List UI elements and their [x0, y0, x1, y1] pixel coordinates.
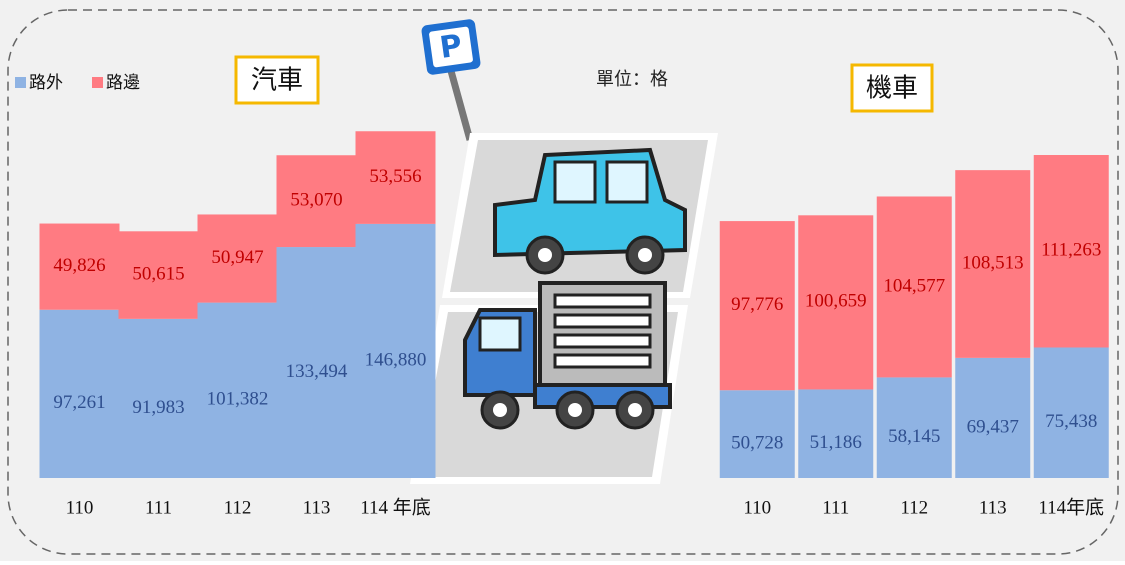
value-label: 53,070 — [290, 190, 342, 211]
value-label: 50,728 — [731, 432, 783, 453]
x-tick-label: 111 — [145, 497, 172, 518]
unit-label: 單位：格 — [596, 69, 668, 90]
value-label: 108,513 — [962, 252, 1024, 273]
value-label: 97,261 — [53, 392, 105, 413]
x-tick-label: 113 — [979, 497, 1007, 518]
value-label: 75,438 — [1045, 411, 1097, 432]
x-tick-label: 114年底 — [1038, 496, 1104, 518]
value-label: 111,263 — [1041, 240, 1101, 261]
value-label: 104,577 — [883, 275, 945, 296]
chart-title: 機車 — [866, 74, 918, 104]
legend-swatch — [92, 77, 103, 88]
x-tick-label: 113 — [303, 497, 331, 518]
chart-title: 汽車 — [251, 66, 303, 96]
value-label: 69,437 — [967, 416, 1019, 437]
x-tick-label: 111 — [822, 497, 849, 518]
value-label: 58,145 — [888, 426, 940, 447]
x-tick-label: 112 — [224, 497, 252, 518]
x-tick-label: 110 — [66, 497, 94, 518]
value-label: 50,615 — [132, 263, 184, 284]
legend-swatch — [15, 77, 26, 88]
value-label: 101,382 — [207, 389, 269, 410]
value-label: 53,556 — [369, 166, 421, 187]
value-label: 91,983 — [132, 397, 184, 418]
x-tick-label: 114 年底 — [360, 496, 431, 518]
value-label: 133,494 — [286, 361, 348, 382]
value-label: 49,826 — [53, 255, 105, 276]
legend-label: 路邊 — [106, 73, 140, 93]
value-label: 146,880 — [365, 349, 427, 370]
x-tick-label: 110 — [743, 497, 771, 518]
value-label: 51,186 — [810, 432, 862, 453]
infographic: P 單位：格 汽車97,26149,82611091,98350,6151111… — [0, 0, 1125, 561]
x-tick-label: 112 — [900, 497, 928, 518]
value-label: 50,947 — [211, 247, 263, 268]
legend-label: 路外 — [29, 73, 63, 93]
value-label: 97,776 — [731, 294, 783, 315]
value-label: 100,659 — [805, 291, 867, 312]
